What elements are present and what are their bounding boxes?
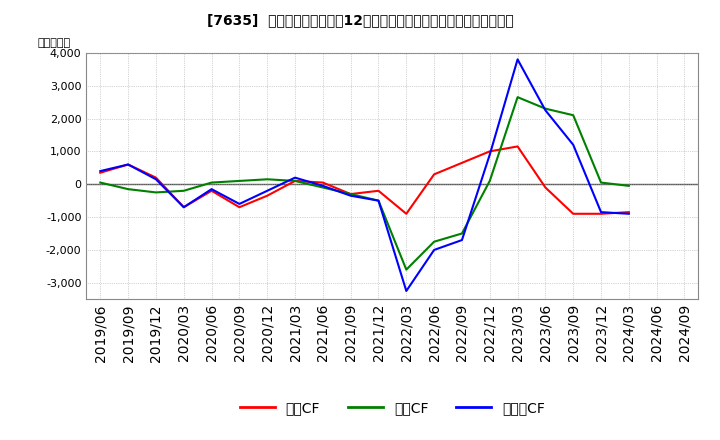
Legend: 営業CF, 投資CF, フリーCF: 営業CF, 投資CF, フリーCF <box>235 395 550 420</box>
Text: [7635]  キャッシュフローの12か月移動合計の対前年同期増減額の推移: [7635] キャッシュフローの12か月移動合計の対前年同期増減額の推移 <box>207 13 513 27</box>
Text: （百万円）: （百万円） <box>37 38 71 48</box>
